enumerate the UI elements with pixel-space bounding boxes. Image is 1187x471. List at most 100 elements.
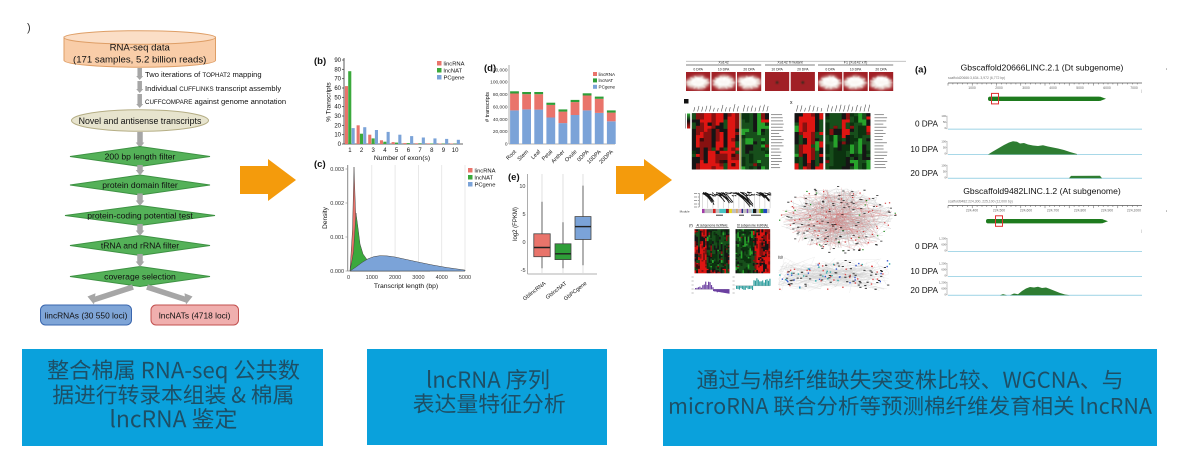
svg-text:100: 100 (941, 163, 946, 167)
svg-text:|: | (1141, 88, 1142, 93)
svg-text:50: 50 (334, 95, 341, 101)
svg-text:5000: 5000 (459, 275, 471, 281)
svg-text:Dt subgenome lncRNAs: Dt subgenome lncRNAs (737, 222, 768, 227)
svg-text:Two iterations of TOPHAT2 mapp: Two iterations of TOPHAT2 mapping (145, 70, 262, 79)
svg-text:7000: 7000 (1130, 86, 1138, 90)
svg-text:5000: 5000 (1076, 86, 1084, 90)
svg-text:PCgene: PCgene (475, 182, 496, 188)
svg-text:10: 10 (519, 184, 525, 190)
svg-text:600: 600 (941, 243, 946, 247)
svg-text:Xu142 fl mutant: Xu142 fl mutant (777, 61, 802, 65)
svg-text:): ) (27, 22, 31, 34)
svg-text:lncNAT: lncNAT (444, 68, 463, 74)
svg-text:1000: 1000 (366, 275, 378, 281)
svg-text:Individual CUFFLINKS transcrip: Individual CUFFLINKS transcript assembly (145, 84, 281, 93)
svg-text:|: | (1141, 228, 1142, 233)
svg-text:scaffold9482:224,300..225,100: scaffold9482:224,300..225,100 (12,000 bp… (948, 200, 1013, 204)
svg-text:Module: Module (680, 210, 690, 214)
svg-text:scaffold20666:3,634..3,972 (6,: scaffold20666:3,634..3,972 (6,772 bp) (948, 76, 1005, 80)
svg-text:1,200: 1,200 (939, 262, 946, 266)
svg-text:50: 50 (943, 169, 947, 173)
svg-text:100: 100 (941, 140, 946, 144)
svg-text:80,000: 80,000 (493, 92, 508, 98)
svg-text:10 DPA: 10 DPA (910, 267, 938, 276)
svg-text:0: 0 (944, 249, 946, 253)
svg-text:224,900: 224,900 (1101, 209, 1113, 213)
svg-text:lincRNA: lincRNA (475, 168, 496, 174)
svg-text:20DPA: 20DPA (598, 149, 615, 166)
svg-text:0: 0 (522, 240, 525, 246)
svg-text:8: 8 (430, 148, 434, 154)
svg-text:0 DPA: 0 DPA (915, 242, 939, 251)
svg-text:At subgenome lncRNAs: At subgenome lncRNAs (697, 222, 728, 227)
svg-text:224,400: 224,400 (966, 209, 978, 213)
svg-text:5: 5 (522, 212, 525, 218)
svg-text:lincRNA: lincRNA (444, 61, 465, 67)
svg-text:2: 2 (360, 148, 364, 154)
svg-text:10: 10 (452, 148, 459, 154)
svg-text:Number of exon(s): Number of exon(s) (374, 155, 430, 162)
svg-text:50: 50 (943, 120, 947, 124)
svg-text:Gbscaffold9482LINC.1.2 (At sub: Gbscaffold9482LINC.1.2 (At subgenome) (963, 186, 1121, 196)
svg-text:60,000: 60,000 (493, 104, 508, 110)
svg-text:Root: Root (505, 149, 518, 162)
svg-text:7: 7 (418, 148, 422, 154)
svg-text:0: 0 (944, 274, 946, 278)
svg-text:100: 100 (941, 114, 946, 118)
svg-text:0 DPA: 0 DPA (693, 68, 703, 72)
svg-text:% Transcripts: % Transcripts (326, 82, 333, 122)
svg-text:600: 600 (941, 268, 946, 272)
svg-text:10: 10 (334, 133, 341, 139)
svg-text:10 DPA: 10 DPA (771, 68, 783, 72)
svg-text:3000: 3000 (412, 275, 424, 281)
svg-text:20: 20 (334, 123, 341, 129)
svg-text:protein domain filter: protein domain filter (102, 180, 178, 190)
svg-text:200 bp length filter: 200 bp length filter (105, 152, 176, 162)
svg-text:Leaf: Leaf (530, 149, 542, 161)
svg-text:(c): (c) (314, 159, 326, 170)
svg-text:90: 90 (334, 58, 341, 64)
svg-text:PCgene: PCgene (599, 85, 616, 90)
svg-text:20 DPA: 20 DPA (910, 169, 938, 178)
svg-text:40: 40 (334, 105, 341, 111)
svg-text:60: 60 (334, 86, 341, 92)
svg-text:(171 samples, 5.2 billion read: (171 samples, 5.2 billion reads) (73, 55, 206, 66)
svg-text:224,1000: 224,1000 (1127, 209, 1141, 213)
svg-text:2000: 2000 (995, 86, 1003, 90)
svg-text:(d): (d) (484, 63, 496, 74)
svg-text:30: 30 (334, 114, 341, 120)
svg-text:(e): (e) (508, 172, 520, 183)
svg-text:0.001: 0.001 (330, 235, 344, 241)
svg-text:-5: -5 (521, 268, 526, 274)
svg-text:600: 600 (941, 286, 946, 290)
svg-text:lncNAT: lncNAT (475, 175, 494, 181)
svg-text:70: 70 (334, 77, 341, 83)
svg-text:10 DPA: 10 DPA (718, 68, 730, 72)
svg-text:10 DPA: 10 DPA (910, 145, 938, 154)
svg-text:3: 3 (372, 148, 376, 154)
svg-text:0: 0 (944, 175, 946, 179)
svg-text:(g): (g) (778, 254, 784, 259)
svg-text:224,600: 224,600 (1020, 209, 1032, 213)
svg-text:GblincRNA: GblincRNA (522, 281, 547, 303)
svg-text:Novel and antisense transcript: Novel and antisense transcripts (79, 116, 202, 126)
svg-text:224,500: 224,500 (993, 209, 1005, 213)
svg-text:0: 0 (944, 126, 946, 130)
svg-text:lincRNA: lincRNA (599, 72, 617, 77)
svg-text:x: x (790, 100, 793, 106)
svg-text:0: 0 (347, 275, 350, 281)
svg-text:4000: 4000 (1049, 86, 1057, 90)
svg-text:120,000: 120,000 (490, 67, 508, 73)
svg-text:PCgene: PCgene (444, 75, 465, 81)
svg-text:F1 (Xu142 x fl): F1 (Xu142 x fl) (844, 61, 868, 65)
svg-text:10 DPA: 10 DPA (850, 68, 862, 72)
svg-text:Ovule: Ovule (564, 149, 578, 163)
svg-text:20,000: 20,000 (493, 129, 508, 135)
svg-text:(a): (a) (915, 65, 927, 76)
svg-text:4: 4 (383, 148, 387, 154)
svg-text:9: 9 (442, 148, 446, 154)
svg-text:(b): (b) (314, 56, 326, 67)
svg-text:4000: 4000 (436, 275, 448, 281)
svg-text:tRNA and rRNA filter: tRNA and rRNA filter (101, 241, 179, 251)
svg-text:3000: 3000 (1022, 86, 1030, 90)
